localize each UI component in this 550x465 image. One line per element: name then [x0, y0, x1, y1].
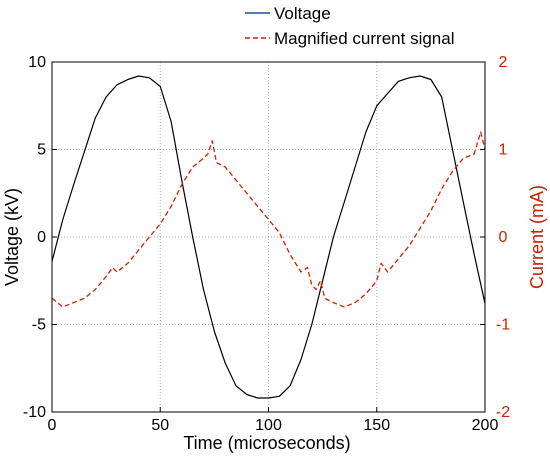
y-axis-right-label: Current (mA) [527, 185, 547, 289]
y-right-tick-label: 1 [499, 142, 508, 159]
x-tick-label: 100 [255, 417, 282, 434]
x-tick-label: 50 [151, 417, 169, 434]
y-left-tick-label: 5 [37, 142, 46, 159]
grid-layer [52, 62, 485, 412]
y-left-tick-label: 0 [37, 229, 46, 246]
y-left-tick-label: -10 [23, 404, 46, 421]
y-left-tick-label: 10 [28, 54, 46, 71]
y-left-tick-label: -5 [32, 317, 46, 334]
y-right-tick-label: -2 [496, 404, 510, 421]
legend-label-voltage: Voltage [274, 4, 331, 23]
series-line-voltage [51, 75, 486, 399]
legend: Voltage Magnified current signal [245, 4, 454, 48]
x-tick-label: 0 [48, 417, 57, 434]
y-axis-left-label: Voltage (kV) [2, 188, 22, 286]
legend-label-current: Magnified current signal [274, 29, 454, 48]
x-tick-label: 200 [472, 417, 499, 434]
x-axis-label: Time (microseconds) [183, 433, 350, 453]
y-right-tick-label: -1 [496, 317, 510, 334]
y-right-tick-label: 0 [499, 229, 508, 246]
series-layer [51, 75, 486, 399]
series-line-current [51, 131, 486, 308]
y-right-tick-label: 2 [499, 54, 508, 71]
x-tick-label: 150 [363, 417, 390, 434]
